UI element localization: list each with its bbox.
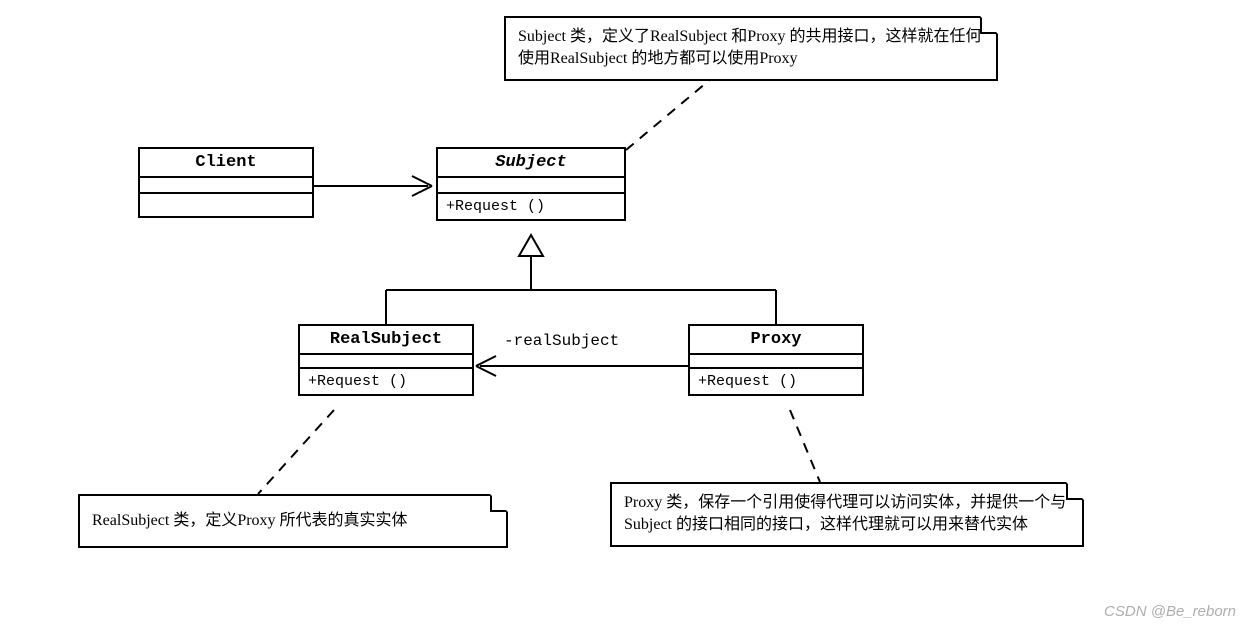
note-fold-icon — [490, 494, 508, 512]
class-attrs — [438, 178, 624, 194]
class-proxy: Proxy +Request () — [688, 324, 864, 396]
class-ops: +Request () — [438, 194, 624, 219]
class-client: Client — [138, 147, 314, 218]
class-ops: +Request () — [690, 369, 862, 394]
diagram-canvas: Client Subject +Request () RealSubject +… — [0, 0, 1254, 626]
note-text: RealSubject 类，定义Proxy 所代表的真实实体 — [92, 512, 408, 529]
note-fold-icon — [980, 16, 998, 34]
class-title: RealSubject — [300, 326, 472, 355]
class-attrs — [140, 178, 312, 194]
edge-note-proxy — [790, 410, 820, 482]
class-title: Client — [140, 149, 312, 178]
edge-note-subject — [626, 78, 712, 150]
note-realsubject: RealSubject 类，定义Proxy 所代表的真实实体 — [78, 494, 508, 548]
class-attrs — [690, 355, 862, 369]
edge-proxy-realsubject — [476, 356, 688, 376]
edge-generalization — [386, 235, 776, 324]
note-subject: Subject 类，定义了RealSubject 和Proxy 的共用接口，这样… — [504, 16, 998, 81]
note-proxy: Proxy 类，保存一个引用使得代理可以访问实体，并提供一个与 Subject … — [610, 482, 1084, 547]
watermark-text: CSDN @Be_reborn — [1104, 603, 1236, 620]
class-attrs — [300, 355, 472, 369]
note-text: Proxy 类，保存一个引用使得代理可以访问实体，并提供一个与 Subject … — [624, 494, 1066, 533]
class-title: Subject — [438, 149, 624, 178]
edge-client-subject — [314, 176, 432, 196]
note-text: Subject 类，定义了RealSubject 和Proxy 的共用接口，这样… — [518, 28, 982, 67]
note-fold-icon — [1066, 482, 1084, 500]
class-realsubject: RealSubject +Request () — [298, 324, 474, 396]
association-label-realsubject: -realSubject — [504, 332, 619, 350]
class-ops: +Request () — [300, 369, 472, 394]
class-subject: Subject +Request () — [436, 147, 626, 221]
class-title: Proxy — [690, 326, 862, 355]
class-ops — [140, 194, 312, 216]
edge-note-realsubject — [258, 410, 334, 494]
